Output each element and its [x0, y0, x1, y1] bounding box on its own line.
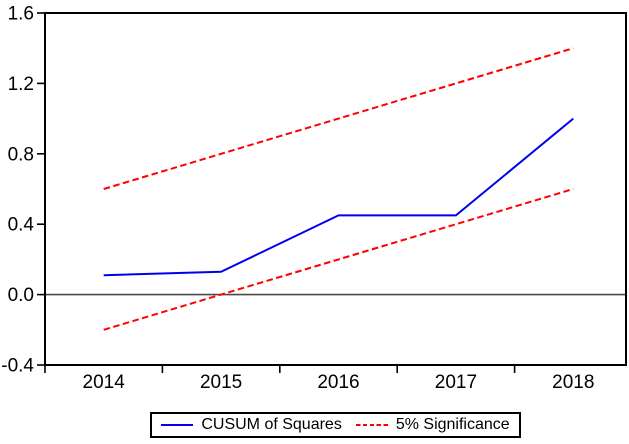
y-tick-label: 1.2 [8, 74, 34, 95]
significance-lower-line [103, 188, 574, 331]
legend-label-significance: 5% Significance [395, 416, 510, 433]
y-tick-label: -0.4 [1, 356, 34, 377]
legend-entry-significance: 5% Significance [355, 416, 510, 433]
y-tick-label: 0.8 [8, 144, 34, 165]
y-tick-label: 1.6 [8, 4, 34, 25]
x-tick-label: 2017 [435, 372, 477, 393]
plot-frame [44, 12, 627, 366]
significance-line-sample [355, 424, 388, 426]
legend-box: CUSUM of Squares 5% Significance [150, 412, 521, 438]
legend-label-cusum: CUSUM of Squares [201, 416, 342, 433]
cusum-line [103, 117, 574, 277]
y-tick-label: 0.0 [8, 285, 34, 306]
cusum-line-sample [161, 424, 194, 426]
x-tick-label: 2018 [552, 372, 594, 393]
y-tick-label: 0.4 [8, 215, 35, 236]
x-tick-label: 2014 [83, 372, 126, 393]
x-tick-label: 2015 [200, 372, 242, 393]
x-tick-label: 2016 [317, 372, 359, 393]
legend-entry-cusum: CUSUM of Squares [161, 417, 342, 433]
significance-upper-line [103, 47, 574, 190]
